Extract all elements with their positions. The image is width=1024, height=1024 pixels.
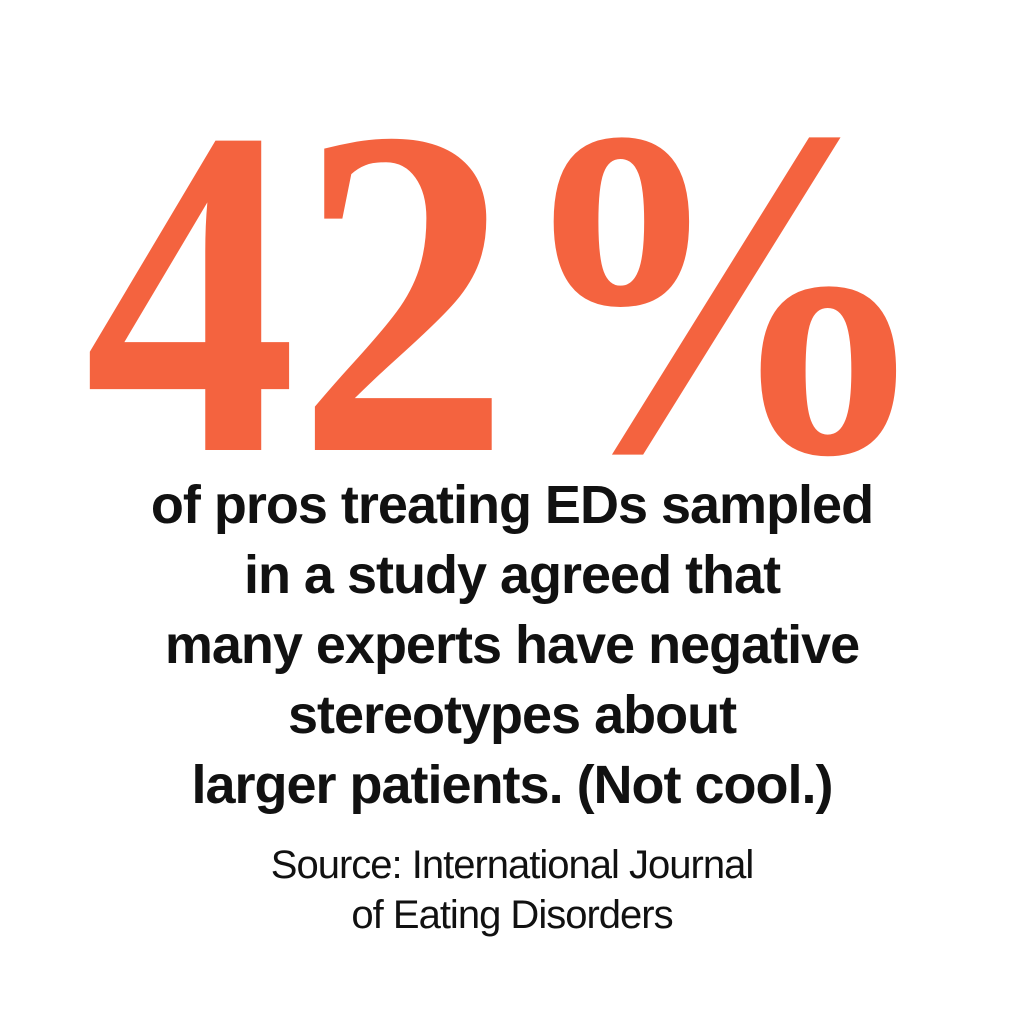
statement-line: of pros treating EDs sampled xyxy=(151,475,873,535)
source-line: Source: International Journal xyxy=(271,843,753,887)
statement-line: in a study agreed that xyxy=(244,545,781,605)
source: Source: International Journal of Eating D… xyxy=(271,843,754,937)
statement-line: many experts have negative xyxy=(165,615,859,675)
headline-figure: 42% xyxy=(84,31,936,552)
statement: of pros treating EDs sampled in a study a… xyxy=(151,475,874,815)
statement-line: larger patients. (Not cool.) xyxy=(191,755,832,815)
statement-line: stereotypes about xyxy=(288,685,737,745)
source-line: of Eating Disorders xyxy=(351,893,672,937)
